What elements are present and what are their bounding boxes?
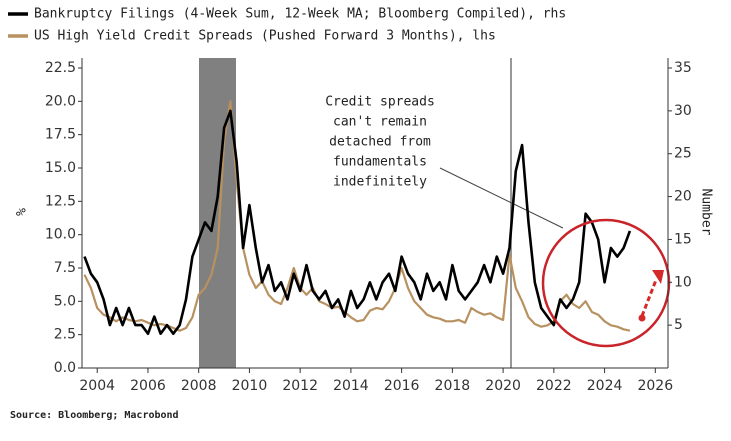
annotation: can't remain xyxy=(333,115,427,130)
x-tick-label: 2022 xyxy=(536,378,572,394)
y-tick-label: 22.5 xyxy=(45,60,76,76)
y-tick-label: 7.5 xyxy=(54,260,76,276)
x-tick-label: 2016 xyxy=(384,378,420,394)
highlight-circle xyxy=(541,218,671,348)
y-tick-label: 0.0 xyxy=(54,360,76,376)
y2-tick-label: 5 xyxy=(674,317,683,333)
y-tick-label: 2.5 xyxy=(54,327,76,343)
y2-tick-label: 15 xyxy=(674,231,692,247)
arrow-shaft xyxy=(640,279,658,317)
y2-tick-label: 10 xyxy=(674,274,692,290)
y2-tick-label: 35 xyxy=(674,60,692,76)
legend-label: Bankruptcy Filings (4-Week Sum, 12-Week … xyxy=(34,7,566,22)
y-tick-label: 10.0 xyxy=(45,227,76,243)
x-tick-label: 2012 xyxy=(282,378,318,394)
y2-tick-label: 25 xyxy=(674,146,692,162)
legend-label: US High Yield Credit Spreads (Pushed For… xyxy=(34,29,496,44)
arrow-head xyxy=(652,270,664,284)
y2-tick-label: 20 xyxy=(674,189,692,205)
annotation: indefinitely xyxy=(333,175,427,190)
series-line xyxy=(83,109,632,335)
arrow-dot xyxy=(638,314,646,322)
x-tick-label: 2018 xyxy=(435,378,471,394)
x-tick-label: 2010 xyxy=(232,378,268,394)
x-tick-label: 2008 xyxy=(181,378,217,394)
y2-axis-label: Number xyxy=(699,189,714,236)
annotation: Credit spreads xyxy=(325,95,435,110)
y-tick-label: 17.5 xyxy=(45,127,76,143)
x-tick-label: 2006 xyxy=(130,378,166,394)
annotation: fundamentals xyxy=(333,155,427,170)
x-tick-label: 2014 xyxy=(333,378,369,394)
y2-tick-label: 30 xyxy=(674,103,692,119)
source: Source: Bloomberg; Macrobond xyxy=(10,410,179,421)
x-tick-label: 2026 xyxy=(637,378,673,394)
annotation: detached from xyxy=(329,135,431,150)
y-axis-label: % xyxy=(15,208,30,216)
y-tick-label: 5.0 xyxy=(54,293,76,309)
y-tick-label: 20.0 xyxy=(45,93,76,109)
annotation-leader xyxy=(439,167,564,229)
x-tick-label: 2024 xyxy=(587,378,623,394)
y-tick-label: 12.5 xyxy=(45,193,76,209)
y-tick-label: 15.0 xyxy=(45,160,76,176)
x-tick-label: 2004 xyxy=(79,378,115,394)
x-tick-label: 2020 xyxy=(485,378,521,394)
